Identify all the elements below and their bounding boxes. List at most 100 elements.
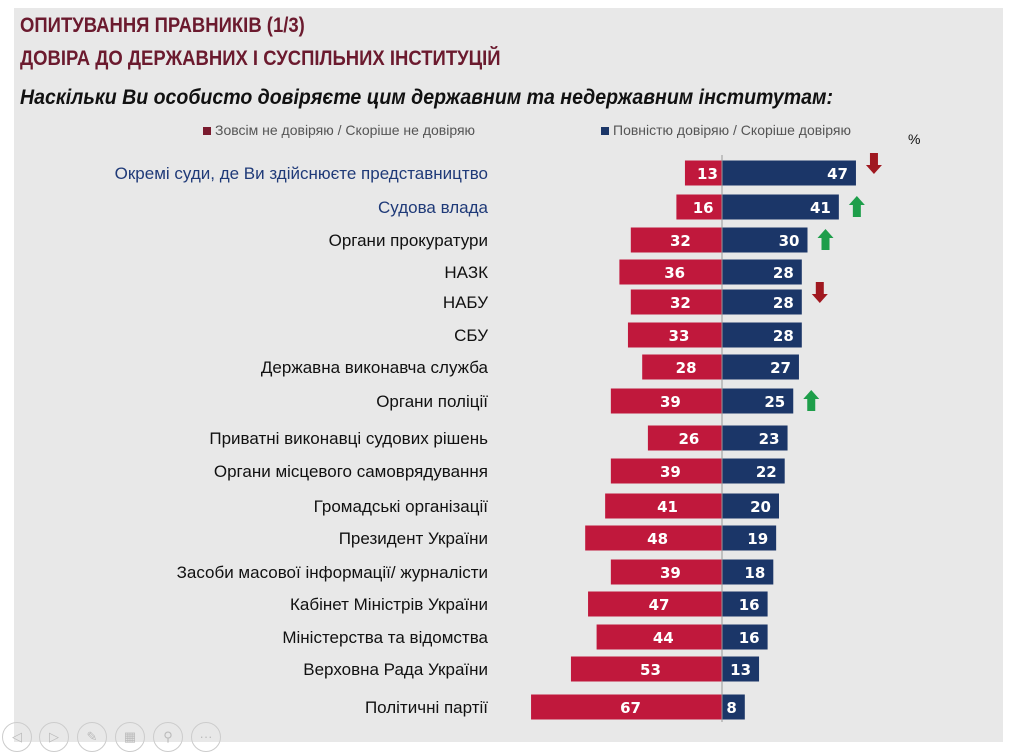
bar-distrust [605,493,722,519]
bar-trust [722,624,768,650]
bar-distrust [684,160,722,186]
category-label: Судова влада [378,198,489,217]
pen-icon[interactable]: ✎ [77,722,107,752]
data-label-distrust: 32 [670,232,691,250]
data-label-trust: 30 [779,232,800,250]
bar-distrust [610,388,722,414]
bar-trust [722,559,774,585]
data-label-distrust: 39 [660,564,681,582]
arrow-up-icon [817,229,834,250]
data-label-distrust: 39 [660,393,681,411]
bar-distrust [610,458,722,484]
category-label: Громадські організації [314,497,489,516]
data-label-distrust: 48 [647,530,668,548]
bar-trust [722,259,802,285]
legend-trust: Повністю довіряю / Скоріше довіряю [601,122,851,138]
category-label: Органи прокуратури [329,231,488,250]
bar-trust [722,227,808,253]
data-label-trust: 47 [827,165,848,183]
bar-trust [722,525,777,551]
data-label-trust: 28 [773,264,794,282]
bar-trust [722,694,745,720]
category-label: Президент України [339,529,488,548]
category-label: Окремі суди, де Ви здійснюєте представни… [115,164,488,183]
data-label-trust: 20 [750,498,771,516]
legend-label: Зовсім не довіряю / Скоріше не довіряю [215,122,476,138]
bar-trust [722,425,788,451]
bar-distrust [630,289,722,315]
bar-trust [722,322,802,348]
category-label: Органи поліції [376,392,488,411]
zoom-icon[interactable]: ⚲ [153,722,183,752]
data-label-trust: 28 [773,327,794,345]
category-label: Приватні виконавці судових рішень [209,429,488,448]
category-label: Верховна Рада України [303,660,488,679]
category-label: НАЗК [444,263,488,282]
bar-distrust [531,694,722,720]
data-label-trust: 16 [739,629,760,647]
data-label-distrust: 53 [640,661,661,679]
bar-distrust [596,624,722,650]
bar-distrust [630,227,722,253]
category-label: НАБУ [443,293,488,312]
bar-distrust [585,525,722,551]
data-label-distrust: 13 [697,165,718,183]
data-label-trust: 19 [747,530,768,548]
bar-distrust [570,656,722,682]
bar-trust [722,194,839,220]
arrow-down-icon [865,153,882,174]
bar-trust [722,289,802,315]
arrow-up-icon [803,390,820,411]
data-label-distrust: 28 [676,359,697,377]
arrow-down-icon [811,282,828,303]
bar-distrust [619,259,722,285]
bar-trust [722,591,768,617]
title-line-1: ОПИТУВАННЯ ПРАВНИКІВ (1/3) [20,14,305,37]
unit-label: % [908,131,921,147]
arrow-up-icon [848,196,865,217]
legend-distrust: Зовсім не довіряю / Скоріше не довіряю [203,122,475,138]
legend-label: Повністю довіряю / Скоріше довіряю [613,122,852,138]
bar-trust [722,656,760,682]
data-label-distrust: 33 [669,327,690,345]
bar-trust [722,354,799,380]
bar-distrust [610,559,722,585]
data-label-trust: 25 [764,393,785,411]
bar-distrust [642,354,722,380]
category-label: Політичні партії [365,698,488,717]
bar-trust [722,388,794,414]
question: Наскільки Ви особисто довіряєте цим держ… [20,86,833,109]
data-label-trust: 18 [744,564,765,582]
data-label-trust: 16 [739,596,760,614]
next-icon[interactable]: ▷ [39,722,69,752]
bar-trust [722,493,779,519]
bar-distrust [647,425,722,451]
data-label-distrust: 41 [657,498,678,516]
data-label-trust: 28 [773,294,794,312]
data-label-trust: 13 [730,661,751,679]
category-label: Засоби масової інформації/ журналісти [177,563,488,582]
bar-distrust [676,194,722,220]
more-icon[interactable]: ··· [191,722,221,752]
slides-icon[interactable]: ▦ [115,722,145,752]
legend-swatch-blue [601,127,609,135]
data-label-distrust: 39 [660,463,681,481]
category-label: Державна виконавча служба [261,358,489,377]
data-label-distrust: 36 [664,264,685,282]
bar-trust [722,458,785,484]
data-label-distrust: 47 [649,596,670,614]
bar-distrust [588,591,722,617]
category-label: Органи місцевого самоврядування [214,462,488,481]
category-label: Міністерства та відомства [282,628,488,647]
bar-trust [722,160,856,186]
slide [14,8,1003,742]
title-line-2: ДОВІРА ДО ДЕРЖАВНИХ І СУСПІЛЬНИХ ІНСТИТУ… [20,47,501,70]
data-label-distrust: 44 [653,629,674,647]
data-label-trust: 22 [756,463,777,481]
data-label-distrust: 26 [679,430,700,448]
bar-distrust [627,322,722,348]
prev-icon[interactable]: ◁ [2,722,32,752]
category-label: Кабінет Міністрів України [290,595,488,614]
data-label-trust: 23 [759,430,780,448]
